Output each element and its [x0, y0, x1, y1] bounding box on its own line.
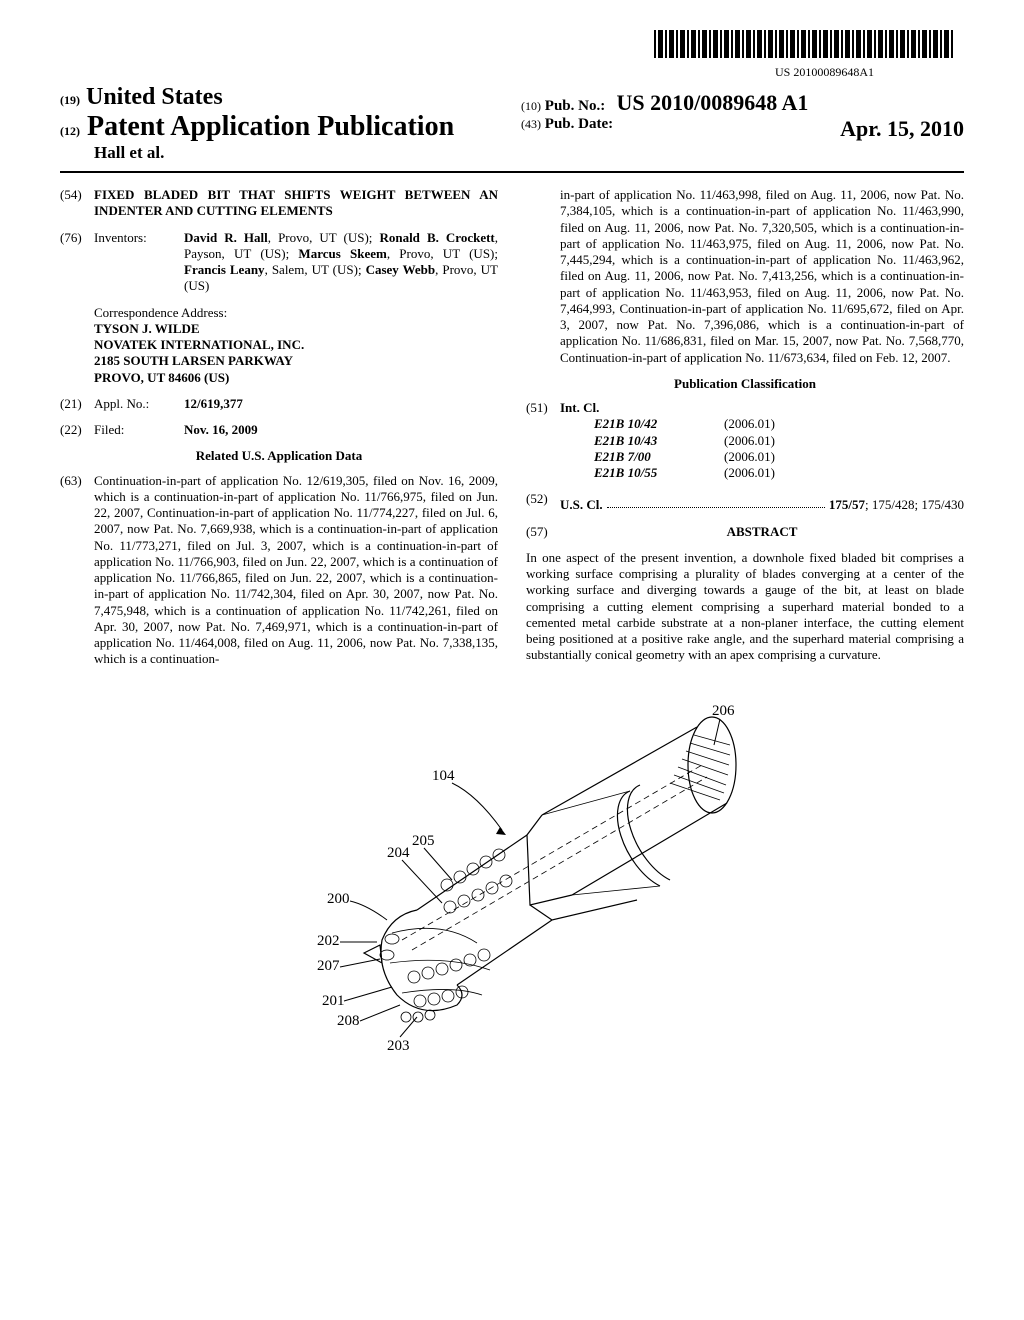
separator-rule	[60, 171, 964, 173]
patent-page: US 20100089648A1 (19) United States (12)…	[0, 0, 1024, 1090]
inventors-label: Inventors:	[94, 230, 184, 295]
code-12: (12)	[60, 124, 80, 138]
intcl-table: E21B 10/42(2006.01) E21B 10/43(2006.01) …	[594, 416, 964, 481]
corr-l2: NOVATEK INTERNATIONAL, INC.	[94, 337, 304, 352]
correspondence-block: Correspondence Address: TYSON J. WILDE N…	[94, 305, 498, 386]
code-52: (52)	[526, 491, 560, 513]
doc-type: Patent Application Publication	[87, 111, 454, 142]
corr-l1: TYSON J. WILDE	[94, 321, 200, 336]
svg-text:203: 203	[387, 1038, 410, 1054]
uscl-field: (52) U.S. Cl. 175/57; 175/428; 175/430	[526, 491, 964, 513]
masthead-left: (19) United States (12) Patent Applicati…	[60, 84, 503, 163]
abstract-text: In one aspect of the present invention, …	[526, 550, 964, 664]
svg-text:104: 104	[432, 768, 455, 784]
title-field: (54) FIXED BLADED BIT THAT SHIFTS WEIGHT…	[60, 187, 498, 220]
pub-date-label: Pub. Date:	[545, 116, 613, 132]
svg-text:202: 202	[317, 933, 340, 949]
intcl-row: E21B 10/55(2006.01)	[594, 465, 964, 481]
pub-no-line: (10) Pub. No.: US 2010/0089648 A1	[521, 90, 964, 116]
uscl-value: 175/57; 175/428; 175/430	[829, 497, 964, 513]
svg-text:208: 208	[337, 1013, 360, 1029]
related-text-2: in-part of application No. 11/463,998, f…	[560, 187, 964, 366]
code-76: (76)	[60, 230, 94, 295]
svg-text:201: 201	[322, 993, 345, 1009]
drill-bit-drawing: 206 104 205 204 200 202 207 201 208 203	[242, 685, 782, 1065]
abstract-heading: ABSTRACT	[727, 524, 798, 539]
pub-date-line: (43) Pub. Date: Apr. 15, 2010	[521, 116, 964, 133]
intcl-row: E21B 7/00(2006.01)	[594, 449, 964, 465]
svg-text:205: 205	[412, 833, 435, 849]
intcl-label: Int. Cl.	[560, 400, 599, 415]
svg-text:206: 206	[712, 703, 735, 719]
code-21: (21)	[60, 396, 94, 412]
code-57: (57)	[526, 524, 560, 540]
masthead: (19) United States (12) Patent Applicati…	[60, 84, 964, 163]
corr-l3: 2185 SOUTH LARSEN PARKWAY	[94, 353, 293, 368]
code-51: (51)	[526, 400, 560, 481]
svg-text:204: 204	[387, 845, 410, 861]
filed-field: (22) Filed: Nov. 16, 2009	[60, 422, 498, 438]
barcode-graphic	[654, 30, 954, 58]
barcode-area: US 20100089648A1	[60, 30, 964, 80]
related-text-1: Continuation-in-part of application No. …	[94, 473, 498, 668]
svg-text:207: 207	[317, 958, 340, 974]
country: United States	[86, 84, 223, 110]
appl-value: 12/619,377	[184, 396, 243, 411]
patent-figure: 206 104 205 204 200 202 207 201 208 203	[60, 685, 964, 1070]
appl-field: (21) Appl. No.: 12/619,377	[60, 396, 498, 412]
country-line: (19) United States	[60, 84, 503, 111]
appl-label: Appl. No.:	[94, 396, 184, 412]
barcode-number: US 20100089648A1	[60, 65, 874, 80]
intcl-field: (51) Int. Cl. E21B 10/42(2006.01) E21B 1…	[526, 400, 964, 481]
pub-no: US 2010/0089648 A1	[616, 90, 808, 115]
related-field-cont: in-part of application No. 11/463,998, f…	[526, 187, 964, 366]
code-19: (19)	[60, 93, 80, 107]
related-heading: Related U.S. Application Data	[60, 448, 498, 464]
code-10: (10)	[521, 99, 541, 113]
leader-dots	[607, 497, 825, 508]
title-text: FIXED BLADED BIT THAT SHIFTS WEIGHT BETW…	[94, 187, 498, 220]
correspondence-label: Correspondence Address:	[94, 305, 498, 321]
code-54: (54)	[60, 187, 94, 220]
filed-label: Filed:	[94, 422, 184, 438]
intcl-row: E21B 10/43(2006.01)	[594, 433, 964, 449]
code-63: (63)	[60, 473, 94, 668]
code-22: (22)	[60, 422, 94, 438]
two-column-body: (54) FIXED BLADED BIT THAT SHIFTS WEIGHT…	[60, 187, 964, 671]
classification-heading: Publication Classification	[526, 376, 964, 392]
inventors-field: (76) Inventors: David R. Hall, Provo, UT…	[60, 230, 498, 295]
intcl-row: E21B 10/42(2006.01)	[594, 416, 964, 432]
pub-date: Apr. 15, 2010	[840, 116, 964, 142]
related-field: (63) Continuation-in-part of application…	[60, 473, 498, 668]
abstract-heading-row: (57) ABSTRACT	[526, 524, 964, 540]
corr-l4: PROVO, UT 84606 (US)	[94, 370, 229, 385]
svg-text:200: 200	[327, 891, 350, 907]
doctype-line: (12) Patent Application Publication	[60, 111, 503, 143]
inventors-text: David R. Hall, Provo, UT (US); Ronald B.…	[184, 230, 498, 295]
authors-head: Hall et al.	[60, 143, 503, 163]
masthead-right: (10) Pub. No.: US 2010/0089648 A1 (43) P…	[521, 84, 964, 142]
uscl-label: U.S. Cl.	[560, 497, 603, 513]
pub-no-label: Pub. No.:	[545, 98, 605, 114]
code-43: (43)	[521, 117, 541, 131]
filed-value: Nov. 16, 2009	[184, 422, 258, 437]
